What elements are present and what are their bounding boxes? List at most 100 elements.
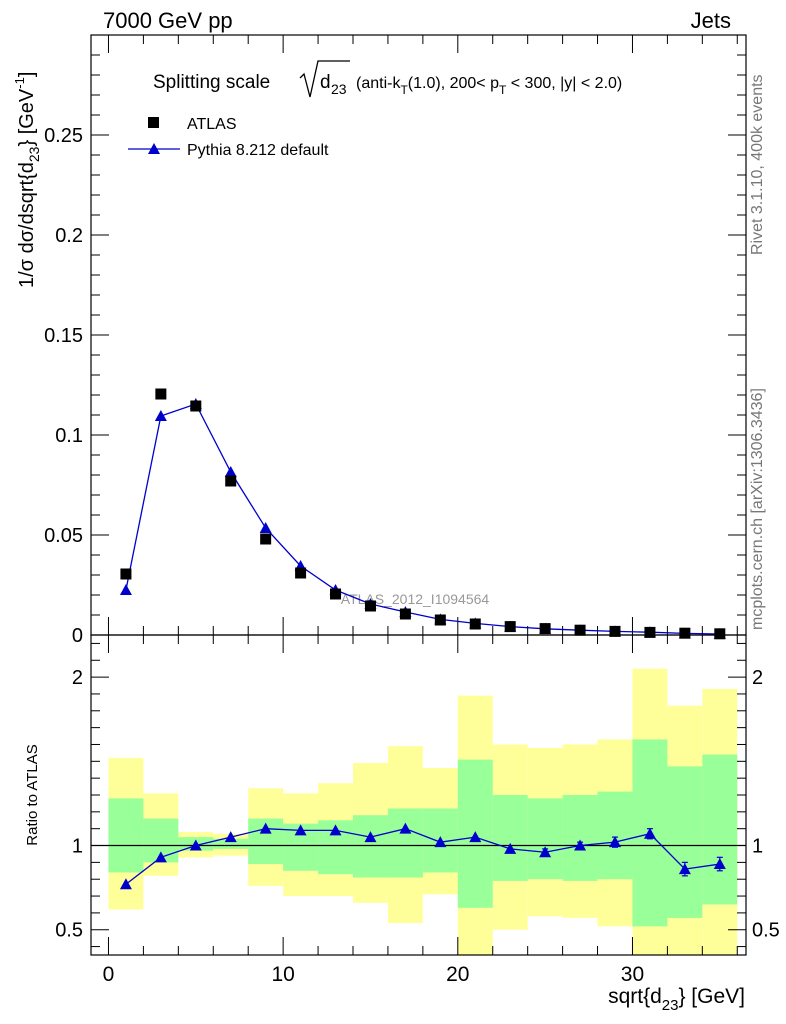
ratio-ytick-label: 0.5 (55, 920, 83, 942)
atlas-point (574, 624, 586, 636)
ratio-y-label: Ratio to ATLAS (24, 744, 41, 845)
atlas-point (260, 533, 272, 545)
ratio-xtick-label: 20 (446, 963, 469, 986)
ratio-mc-point (154, 851, 167, 863)
ratio-mc-point (609, 836, 621, 848)
atlas-point (120, 568, 132, 580)
ratio-mc-point (224, 831, 237, 843)
atlas-point (225, 475, 237, 487)
atlas-point (330, 588, 342, 600)
main-y-label: 1/σ dσ/dsqrt{d23} [GeV-1] (12, 72, 42, 288)
ratio-mc-point (364, 831, 377, 843)
band-inner (387, 808, 423, 878)
ratio-mc-point (119, 878, 132, 890)
ylabel-sup: -1 (12, 77, 27, 89)
xlabel-main: sqrt{d (608, 985, 662, 1008)
main-plot: 0 0.05 0.1 0.15 0.2 0.25 (44, 34, 747, 647)
atlas-point (190, 400, 202, 412)
title-details-1: (anti-k (356, 75, 401, 92)
mcplots-label: mcplots.cern.ch [arXiv:1306.3436] (749, 388, 766, 630)
ylabel-rest: } [GeV (16, 88, 38, 146)
xlabel-rest: } [GeV] (678, 985, 745, 1008)
band-inner (702, 754, 738, 905)
watermark: ATLAS_2012_I1094564 (341, 591, 490, 607)
atlas-point (539, 623, 551, 635)
ratio-ytick-label-right: 2 (752, 667, 763, 689)
mc-point (224, 466, 237, 477)
legend: ATLAS Pythia 8.212 default (128, 116, 329, 159)
x-axis-label: sqrt{d23} [GeV] (608, 985, 745, 1014)
main-ytick-label: 0 (72, 625, 83, 647)
ratio-mc-point (329, 824, 342, 836)
ratio-ytick-label: 1 (72, 836, 83, 858)
ratio-mc-point (643, 827, 656, 839)
atlas-point (364, 600, 376, 612)
rivet-label: Rivet 3.1.10, 400k events (749, 74, 766, 255)
atlas-point (155, 388, 167, 400)
mc-point (119, 584, 132, 595)
title-details-2-sub: T (499, 83, 507, 97)
ratio-mc-point (399, 822, 412, 834)
ylabel-main: 1/σ dσ/dsqrt{d (16, 162, 38, 288)
main-ytick-label: 0.15 (44, 325, 83, 347)
title-prefix: Splitting scale (153, 72, 270, 93)
atlas-point (609, 625, 621, 637)
main-ytick-label: 0.25 (44, 125, 83, 147)
ylabel-sub: 23 (26, 146, 42, 162)
ratio-series (119, 822, 726, 890)
ylabel-end: ] (16, 72, 38, 78)
legend-marker-atlas (148, 117, 159, 128)
atlas-point (295, 567, 307, 579)
atlas-point (714, 628, 726, 640)
header-left: 7000 GeV pp (103, 8, 233, 33)
band-inner (492, 795, 528, 881)
ratio-mc-line (125, 828, 720, 885)
ratio-ytick-label-right: 1 (752, 836, 763, 858)
legend-label-atlas: ATLAS (187, 116, 237, 133)
title-details-2: (1.0), 200< p (408, 75, 499, 92)
band-inner (667, 766, 703, 918)
title-sqrt-var: d (320, 72, 331, 93)
ratio-xtick-label: 30 (621, 963, 644, 986)
main-ytick-label: 0.05 (44, 525, 83, 547)
mc-line (125, 403, 720, 635)
title-details-3: < 300, |y| < 2.0) (506, 75, 622, 92)
ratio-xtick-label: 10 (271, 963, 294, 986)
legend-marker-mc (148, 143, 160, 154)
main-ytick-label: 0.2 (55, 225, 83, 247)
ratio-mc-point (294, 824, 307, 836)
header-right: Jets (691, 8, 731, 33)
band-inner (562, 795, 598, 881)
ratio-mc-point (574, 839, 587, 851)
atlas-point (644, 626, 656, 638)
ratio-ytick-label-right: 0.5 (752, 920, 780, 942)
ratio-mc-point (259, 822, 272, 834)
xlabel-sub: 23 (662, 997, 679, 1014)
ratio-xtick-label: 0 (103, 963, 115, 986)
ratio-mc-point (539, 846, 552, 858)
mc-point (259, 522, 272, 533)
ratio-mc-point (434, 836, 447, 848)
title-sqrt-sub: 23 (331, 81, 347, 97)
band-inner (597, 791, 633, 880)
atlas-point (469, 618, 481, 630)
ratio-mc-point (189, 839, 202, 851)
ratio-mc-point (504, 842, 517, 854)
main-ytick-label: 0.1 (55, 425, 83, 447)
legend-label-mc: Pythia 8.212 default (187, 142, 329, 159)
mc-point (154, 410, 167, 421)
ratio-mc-point (469, 831, 482, 843)
atlas-point (434, 614, 446, 626)
band-inner (527, 798, 563, 880)
ratio-frame (90, 634, 747, 956)
band-inner (213, 838, 249, 849)
ratio-mc-point (713, 858, 726, 870)
atlas-point (504, 621, 516, 633)
ratio-plot: 0.5 0.51 12 20 10 20 30 (55, 634, 780, 986)
atlas-point (679, 627, 691, 639)
band-inner (108, 798, 144, 873)
main-title: Splitting scale d 23 (anti-kT(1.0), 200<… (153, 60, 622, 98)
title-details-1-sub: T (400, 83, 408, 97)
sqrt-symbol (299, 60, 350, 98)
